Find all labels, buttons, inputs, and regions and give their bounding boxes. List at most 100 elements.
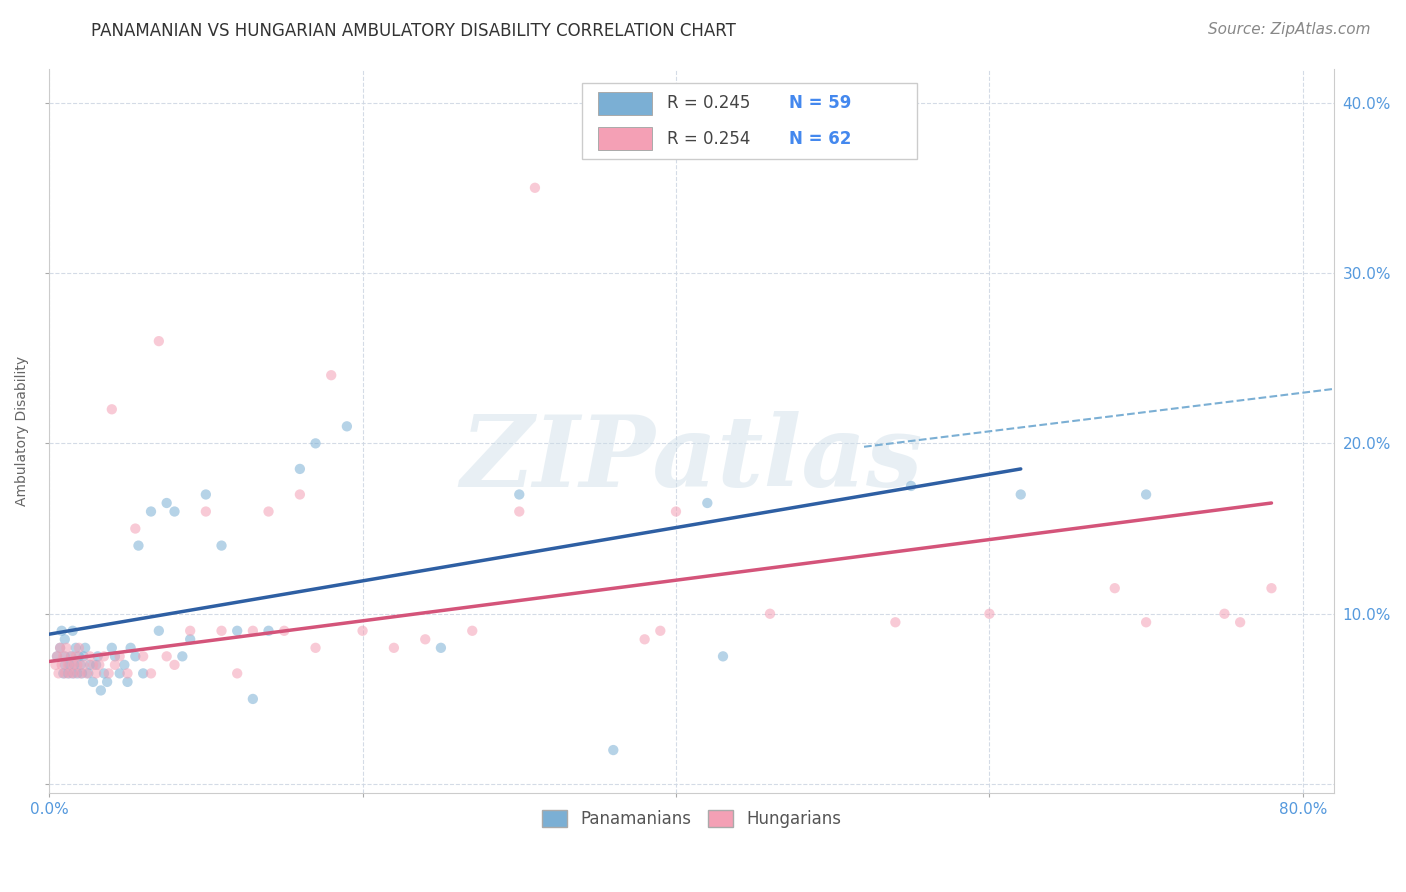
Point <box>172 649 194 664</box>
Point <box>63 657 86 672</box>
Point <box>124 649 146 664</box>
Point <box>65 649 87 664</box>
Point <box>46 649 69 664</box>
Point <box>179 624 201 638</box>
Point <box>211 624 233 638</box>
Point <box>900 479 922 493</box>
Point <box>163 657 186 672</box>
Y-axis label: Ambulatory Disability: Ambulatory Disability <box>15 356 30 506</box>
Point <box>156 496 179 510</box>
Point <box>1135 615 1157 630</box>
Point <box>148 624 170 638</box>
Point <box>1135 487 1157 501</box>
Point <box>60 649 83 664</box>
Point <box>66 666 89 681</box>
Point <box>665 504 688 518</box>
Text: PANAMANIAN VS HUNGARIAN AMBULATORY DISABILITY CORRELATION CHART: PANAMANIAN VS HUNGARIAN AMBULATORY DISAB… <box>91 22 737 40</box>
Point <box>101 640 124 655</box>
Point <box>430 640 453 655</box>
Point <box>108 649 131 664</box>
Point <box>76 666 98 681</box>
Point <box>139 666 162 681</box>
Point <box>53 632 76 647</box>
Point <box>90 683 112 698</box>
Point <box>84 657 107 672</box>
Text: Source: ZipAtlas.com: Source: ZipAtlas.com <box>1208 22 1371 37</box>
Text: N = 62: N = 62 <box>789 129 852 148</box>
Point <box>53 649 76 664</box>
Point <box>1260 581 1282 595</box>
Text: R = 0.254: R = 0.254 <box>668 129 751 148</box>
Point <box>179 632 201 647</box>
Point <box>523 181 546 195</box>
Point <box>120 640 142 655</box>
Point <box>1104 581 1126 595</box>
Point <box>352 624 374 638</box>
Point <box>117 666 139 681</box>
Point <box>382 640 405 655</box>
Point <box>53 666 76 681</box>
Point <box>72 657 94 672</box>
Text: ZIPatlas: ZIPatlas <box>461 411 922 508</box>
Point <box>132 649 155 664</box>
Point <box>696 496 718 510</box>
Point <box>72 649 94 664</box>
Point <box>89 657 111 672</box>
Point <box>242 624 264 638</box>
Point <box>1010 487 1032 501</box>
Point <box>108 666 131 681</box>
Point <box>242 692 264 706</box>
Point <box>79 657 101 672</box>
Point <box>58 666 80 681</box>
Point <box>62 624 84 638</box>
Point <box>82 674 104 689</box>
Point <box>84 666 107 681</box>
Point <box>60 649 83 664</box>
Text: R = 0.245: R = 0.245 <box>668 95 751 112</box>
Point <box>273 624 295 638</box>
Point <box>55 640 77 655</box>
Point <box>650 624 672 638</box>
Point <box>336 419 359 434</box>
Point <box>46 649 69 664</box>
Point <box>288 462 311 476</box>
Point <box>139 504 162 518</box>
Point <box>70 666 93 681</box>
Point <box>56 666 79 681</box>
Point <box>96 674 118 689</box>
Point <box>52 649 75 664</box>
Point <box>194 487 217 501</box>
Point <box>52 666 75 681</box>
Point <box>711 649 734 664</box>
Point <box>1213 607 1236 621</box>
Point <box>321 368 343 383</box>
Point <box>62 666 84 681</box>
Point <box>461 624 484 638</box>
Point <box>79 649 101 664</box>
Text: N = 59: N = 59 <box>789 95 852 112</box>
Point <box>104 649 127 664</box>
Point <box>127 539 149 553</box>
Point <box>93 666 115 681</box>
Point <box>979 607 1001 621</box>
Point <box>44 657 66 672</box>
Point <box>63 666 86 681</box>
Point <box>97 666 120 681</box>
Point <box>77 666 100 681</box>
Bar <box>598 92 652 115</box>
Point <box>413 632 436 647</box>
Point <box>49 640 72 655</box>
Point <box>58 657 80 672</box>
Point <box>67 649 90 664</box>
Point <box>148 334 170 348</box>
Point <box>104 657 127 672</box>
Point <box>304 640 326 655</box>
Point <box>82 657 104 672</box>
Point <box>633 632 655 647</box>
Point <box>66 657 89 672</box>
Point <box>75 640 97 655</box>
Legend: Panamanians, Hungarians: Panamanians, Hungarians <box>536 804 848 835</box>
Point <box>112 657 135 672</box>
Point <box>508 487 530 501</box>
Bar <box>598 128 652 151</box>
